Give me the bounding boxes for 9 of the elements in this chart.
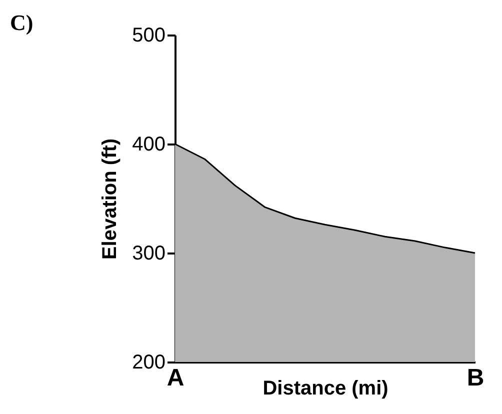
y-tick-label: 500 — [132, 24, 166, 46]
x-tick-label: B — [466, 364, 484, 392]
x-axis-title: Distance (mi) — [262, 378, 388, 400]
chart-title: C) — [10, 10, 34, 35]
y-tick-label: 200 — [132, 352, 166, 374]
y-tick-label: 400 — [132, 134, 166, 156]
y-axis-title: Elevation (ft) — [99, 138, 122, 260]
y-tick-label: 300 — [132, 242, 166, 264]
x-tick-label: A — [166, 364, 184, 392]
